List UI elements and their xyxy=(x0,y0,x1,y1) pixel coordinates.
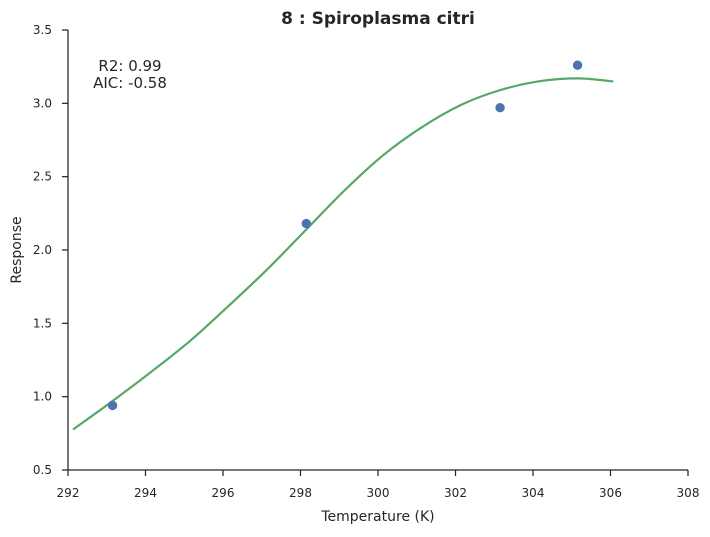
chart-title: 8 : Spiroplasma citri xyxy=(281,9,475,29)
x-tick-label: 298 xyxy=(289,486,312,500)
y-tick-label: 1.0 xyxy=(33,390,52,404)
aic-annotation: AIC: -0.58 xyxy=(93,74,167,92)
ticks-layer: 292 294 296 298 300 302 304 306 308 0.5 1.0 1.5 2.0 2… xyxy=(33,23,700,500)
x-tick-label: 306 xyxy=(599,486,622,500)
y-tick-label: 2.5 xyxy=(33,170,52,184)
x-tick-label: 296 xyxy=(212,486,235,500)
r2-annotation: R2: 0.99 xyxy=(98,57,161,75)
data-point xyxy=(301,218,312,229)
fit-curve xyxy=(72,77,614,431)
data-point xyxy=(495,103,505,113)
fit-curve-layer xyxy=(72,77,614,431)
y-tick-label: 0.5 xyxy=(33,463,52,477)
y-tick-label: 2.0 xyxy=(33,243,52,257)
x-tick-label: 308 xyxy=(677,486,700,500)
x-tick-label: 300 xyxy=(367,486,390,500)
data-point xyxy=(572,60,583,70)
x-tick-label: 304 xyxy=(522,486,545,500)
points-layer xyxy=(107,60,583,411)
y-tick-label: 3.0 xyxy=(33,96,52,110)
y-axis-label: Response xyxy=(9,216,25,283)
x-tick-label: 302 xyxy=(444,486,467,500)
x-axis-label: Temperature (K) xyxy=(320,509,434,525)
x-tick-label: 292 xyxy=(57,486,80,500)
data-point xyxy=(107,400,118,411)
y-tick-label: 1.5 xyxy=(33,316,52,330)
axes-layer xyxy=(67,30,688,471)
x-tick-label: 294 xyxy=(134,486,157,500)
y-tick-label: 3.5 xyxy=(33,23,52,37)
